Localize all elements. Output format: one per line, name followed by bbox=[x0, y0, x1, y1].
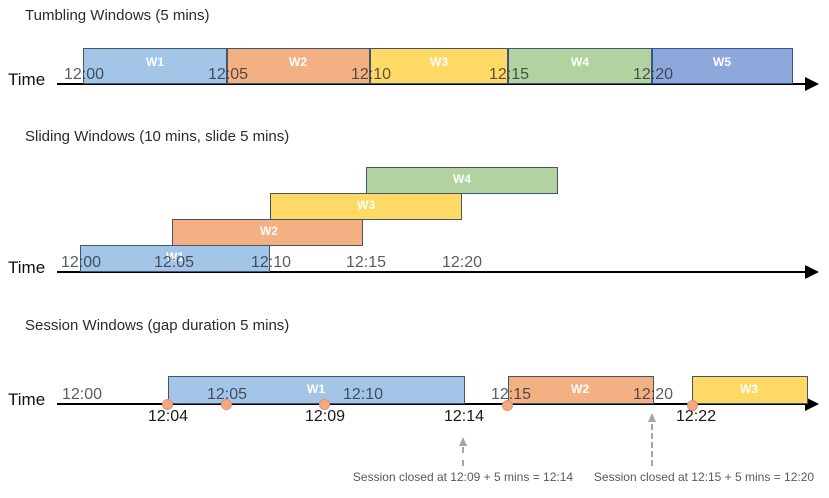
tumbling-time-axis-label: Time bbox=[8, 70, 46, 89]
window-label: W2 bbox=[260, 224, 278, 238]
session-annotation: Session closed at 12:09 + 5 mins = 12:14 bbox=[352, 470, 574, 484]
window-label: W5 bbox=[713, 55, 731, 69]
event-dot bbox=[221, 399, 232, 410]
event-dot bbox=[319, 399, 330, 410]
event-time-label: 12:14 bbox=[443, 408, 485, 425]
axis-tick: 12:20 bbox=[441, 254, 483, 271]
axis-tick: 12:10 bbox=[342, 386, 384, 403]
dashed-arrow-tail bbox=[462, 447, 464, 466]
tumbling-window-w3 bbox=[370, 48, 508, 84]
sliding-window-w2 bbox=[172, 219, 363, 246]
axis-tick: 12:20 bbox=[632, 66, 674, 83]
axis-tick: 12:20 bbox=[632, 386, 674, 403]
axis-tick: 12:00 bbox=[60, 254, 102, 271]
window-label: W4 bbox=[453, 172, 471, 186]
dashed-arrow-up-icon bbox=[648, 413, 656, 422]
tumbling-time-axis bbox=[57, 83, 807, 85]
dashed-arrow-tail bbox=[651, 424, 653, 466]
sliding-window-w4 bbox=[366, 167, 558, 194]
tumbling-window-w5 bbox=[652, 48, 793, 84]
axis-tick: 12:05 bbox=[206, 386, 248, 403]
window-label: W3 bbox=[430, 55, 448, 69]
window-label: W2 bbox=[571, 382, 589, 396]
window-label: W3 bbox=[740, 382, 758, 396]
event-time-label: 12:04 bbox=[147, 408, 189, 425]
session-window-w2 bbox=[508, 376, 654, 404]
tumbling-title: Tumbling Windows (5 mins) bbox=[25, 7, 210, 24]
session-axis-arrow-icon bbox=[805, 397, 819, 411]
tumbling-window-w4 bbox=[508, 48, 652, 84]
session-window-w3 bbox=[692, 376, 808, 404]
window-label: W4 bbox=[571, 55, 589, 69]
axis-tick: 12:15 bbox=[488, 66, 530, 83]
axis-tick: 12:00 bbox=[61, 386, 103, 403]
session-title: Session Windows (gap duration 5 mins) bbox=[25, 317, 290, 334]
axis-tick: 12:00 bbox=[63, 66, 105, 83]
dashed-arrow-up-icon bbox=[459, 437, 467, 446]
sliding-title: Sliding Windows (10 mins, slide 5 mins) bbox=[25, 128, 290, 145]
window-label: W1 bbox=[166, 250, 184, 264]
sliding-window-w3 bbox=[270, 193, 462, 220]
sliding-time-axis bbox=[57, 271, 807, 273]
event-dot bbox=[162, 399, 173, 410]
window-label: W1 bbox=[307, 382, 325, 396]
session-time-axis bbox=[57, 403, 807, 405]
sliding-window-w1 bbox=[80, 245, 270, 272]
event-dot bbox=[687, 400, 698, 411]
event-time-label: 12:22 bbox=[675, 408, 717, 425]
axis-tick: 12:10 bbox=[350, 66, 392, 83]
sliding-axis-arrow-icon bbox=[805, 265, 819, 279]
event-dot bbox=[502, 400, 513, 411]
axis-tick: 12:05 bbox=[207, 66, 249, 83]
window-label: W1 bbox=[146, 55, 164, 69]
tumbling-window-w2 bbox=[227, 48, 370, 84]
axis-tick: 12:05 bbox=[153, 254, 195, 271]
session-window-w1 bbox=[168, 376, 465, 404]
tumbling-window-w1 bbox=[83, 48, 227, 84]
window-label: W2 bbox=[289, 55, 307, 69]
axis-tick: 12:10 bbox=[250, 254, 292, 271]
axis-tick: 12:15 bbox=[345, 254, 387, 271]
window-label: W3 bbox=[357, 198, 375, 212]
session-time-axis-label: Time bbox=[8, 390, 46, 409]
session-annotation: Session closed at 12:15 + 5 mins = 12:20 bbox=[593, 470, 815, 484]
event-time-label: 12:09 bbox=[304, 408, 346, 425]
tumbling-axis-arrow-icon bbox=[805, 77, 819, 91]
sliding-time-axis-label: Time bbox=[8, 258, 46, 277]
axis-tick: 12:15 bbox=[490, 386, 532, 403]
